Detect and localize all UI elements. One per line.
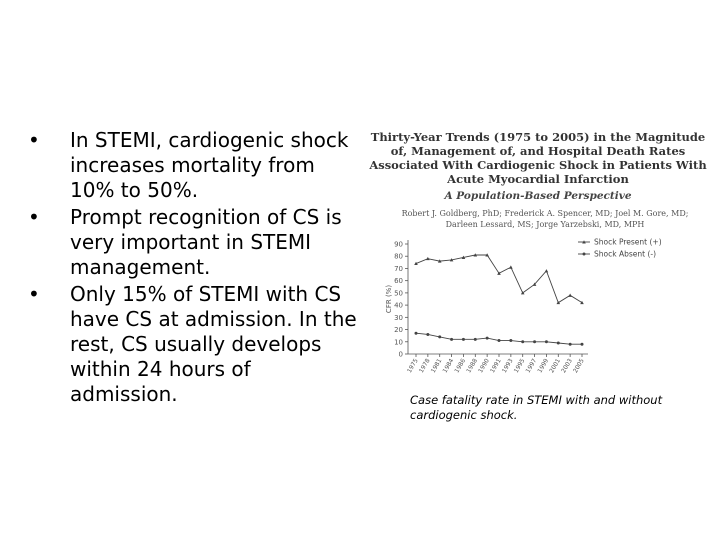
y-tick-label: 30 — [394, 314, 403, 322]
data-point — [437, 259, 442, 263]
data-point — [556, 300, 561, 305]
data-point — [580, 342, 584, 346]
bullet-symbol: • — [28, 282, 40, 306]
y-axis-title: CFR (%) — [385, 285, 393, 313]
data-point — [461, 255, 466, 259]
data-point — [414, 261, 418, 266]
data-point — [533, 340, 537, 344]
x-tick-label: 2005 — [572, 357, 586, 374]
paper-authors: Robert J. Goldberg, PhD; Frederick A. Sp… — [401, 209, 689, 229]
bullet-item: • Prompt recognition of CS is very impor… — [28, 205, 358, 280]
data-point — [520, 291, 525, 295]
data-point — [485, 253, 489, 257]
y-tick-label: 80 — [394, 253, 403, 261]
y-tick-label: 0 — [399, 351, 403, 359]
data-point — [509, 265, 513, 269]
y-tick-label: 70 — [394, 265, 403, 273]
data-point — [414, 331, 418, 335]
legend-marker — [582, 252, 586, 256]
data-point — [485, 336, 489, 340]
y-tick-label: 60 — [394, 277, 403, 285]
figure-caption: Case fatality rate in STEMI with and wit… — [410, 393, 663, 422]
data-point — [521, 340, 525, 344]
data-point — [473, 337, 477, 341]
bullet-item: • Only 15% of STEMI with CS have CS at a… — [28, 282, 358, 407]
bullet-symbol: • — [28, 205, 40, 229]
bullet-text: Only 15% of STEMI with CS have CS at adm… — [70, 282, 357, 406]
legend-marker — [582, 240, 586, 244]
legend-entry: Shock Absent (-) — [594, 250, 656, 259]
data-point — [497, 339, 501, 343]
data-point — [449, 258, 454, 262]
y-tick-label: 90 — [394, 241, 403, 249]
data-point — [438, 335, 442, 339]
data-point — [568, 342, 572, 346]
data-point — [556, 341, 560, 345]
y-tick-label: 40 — [394, 302, 403, 310]
paper-title: Thirty-Year Trends (1975 to 2005) in the… — [369, 130, 707, 186]
data-point — [544, 269, 549, 273]
legend-entry: Shock Present (+) — [594, 238, 662, 247]
data-point — [568, 293, 572, 297]
data-point — [473, 253, 478, 257]
paper-subtitle: A Population-Based Perspective — [444, 190, 632, 202]
data-point — [509, 339, 513, 343]
bullet-text: Prompt recognition of CS is very importa… — [70, 205, 342, 279]
data-point — [580, 300, 584, 305]
y-tick-label: 10 — [394, 338, 403, 346]
bullet-item: • In STEMI, cardiogenic shock increases … — [28, 128, 358, 203]
data-point — [544, 340, 548, 344]
data-point — [426, 332, 430, 336]
data-point — [461, 337, 465, 341]
data-point — [450, 337, 454, 341]
data-point — [426, 256, 430, 261]
data-point — [497, 271, 501, 275]
bullet-symbol: • — [28, 128, 40, 152]
bullet-list: • In STEMI, cardiogenic shock increases … — [28, 128, 358, 409]
y-tick-label: 50 — [394, 289, 403, 297]
data-point — [532, 282, 537, 286]
y-tick-label: 20 — [394, 326, 403, 334]
bullet-text: In STEMI, cardiogenic shock increases mo… — [70, 128, 349, 202]
